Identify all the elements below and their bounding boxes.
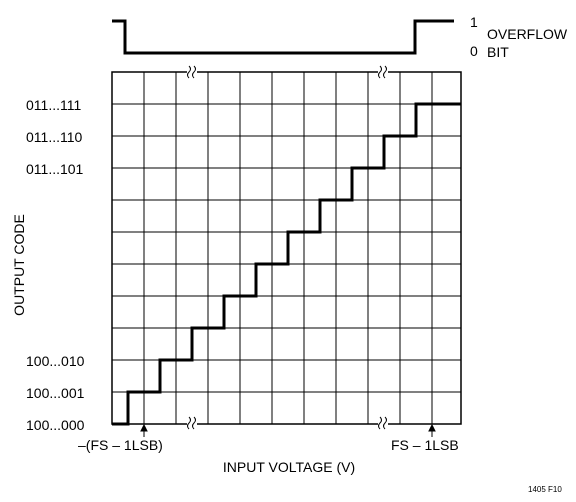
overflow-high-value: 1 — [470, 14, 478, 30]
transfer-staircase — [112, 102, 461, 426]
code-label-011-111: 011...111 — [26, 97, 81, 113]
overflow-label-line1: OVERFLOW — [487, 26, 568, 42]
code-label-100-001: 100...001 — [26, 385, 85, 401]
x-marker-arrows — [140, 423, 436, 437]
y-axis-title: OUTPUT CODE — [11, 214, 27, 316]
axis-break-marks — [187, 65, 388, 430]
plot-grid — [111, 71, 462, 425]
x-marker-right: FS – 1LSB — [391, 437, 459, 453]
code-label-011-101: 011...101 — [26, 161, 84, 177]
code-label-100-010: 100...010 — [26, 353, 85, 369]
code-label-100-000: 100...000 — [26, 417, 85, 433]
overflow-bit-waveform — [112, 19, 454, 55]
overflow-label-line2: BIT — [487, 44, 509, 60]
overflow-low-value: 0 — [470, 43, 478, 59]
x-axis-title: INPUT VOLTAGE (V) — [223, 459, 355, 475]
figure-id: 1405 F10 — [528, 485, 562, 494]
x-marker-left: –(FS – 1LSB) — [78, 437, 163, 453]
code-label-011-110: 011...110 — [26, 129, 83, 145]
